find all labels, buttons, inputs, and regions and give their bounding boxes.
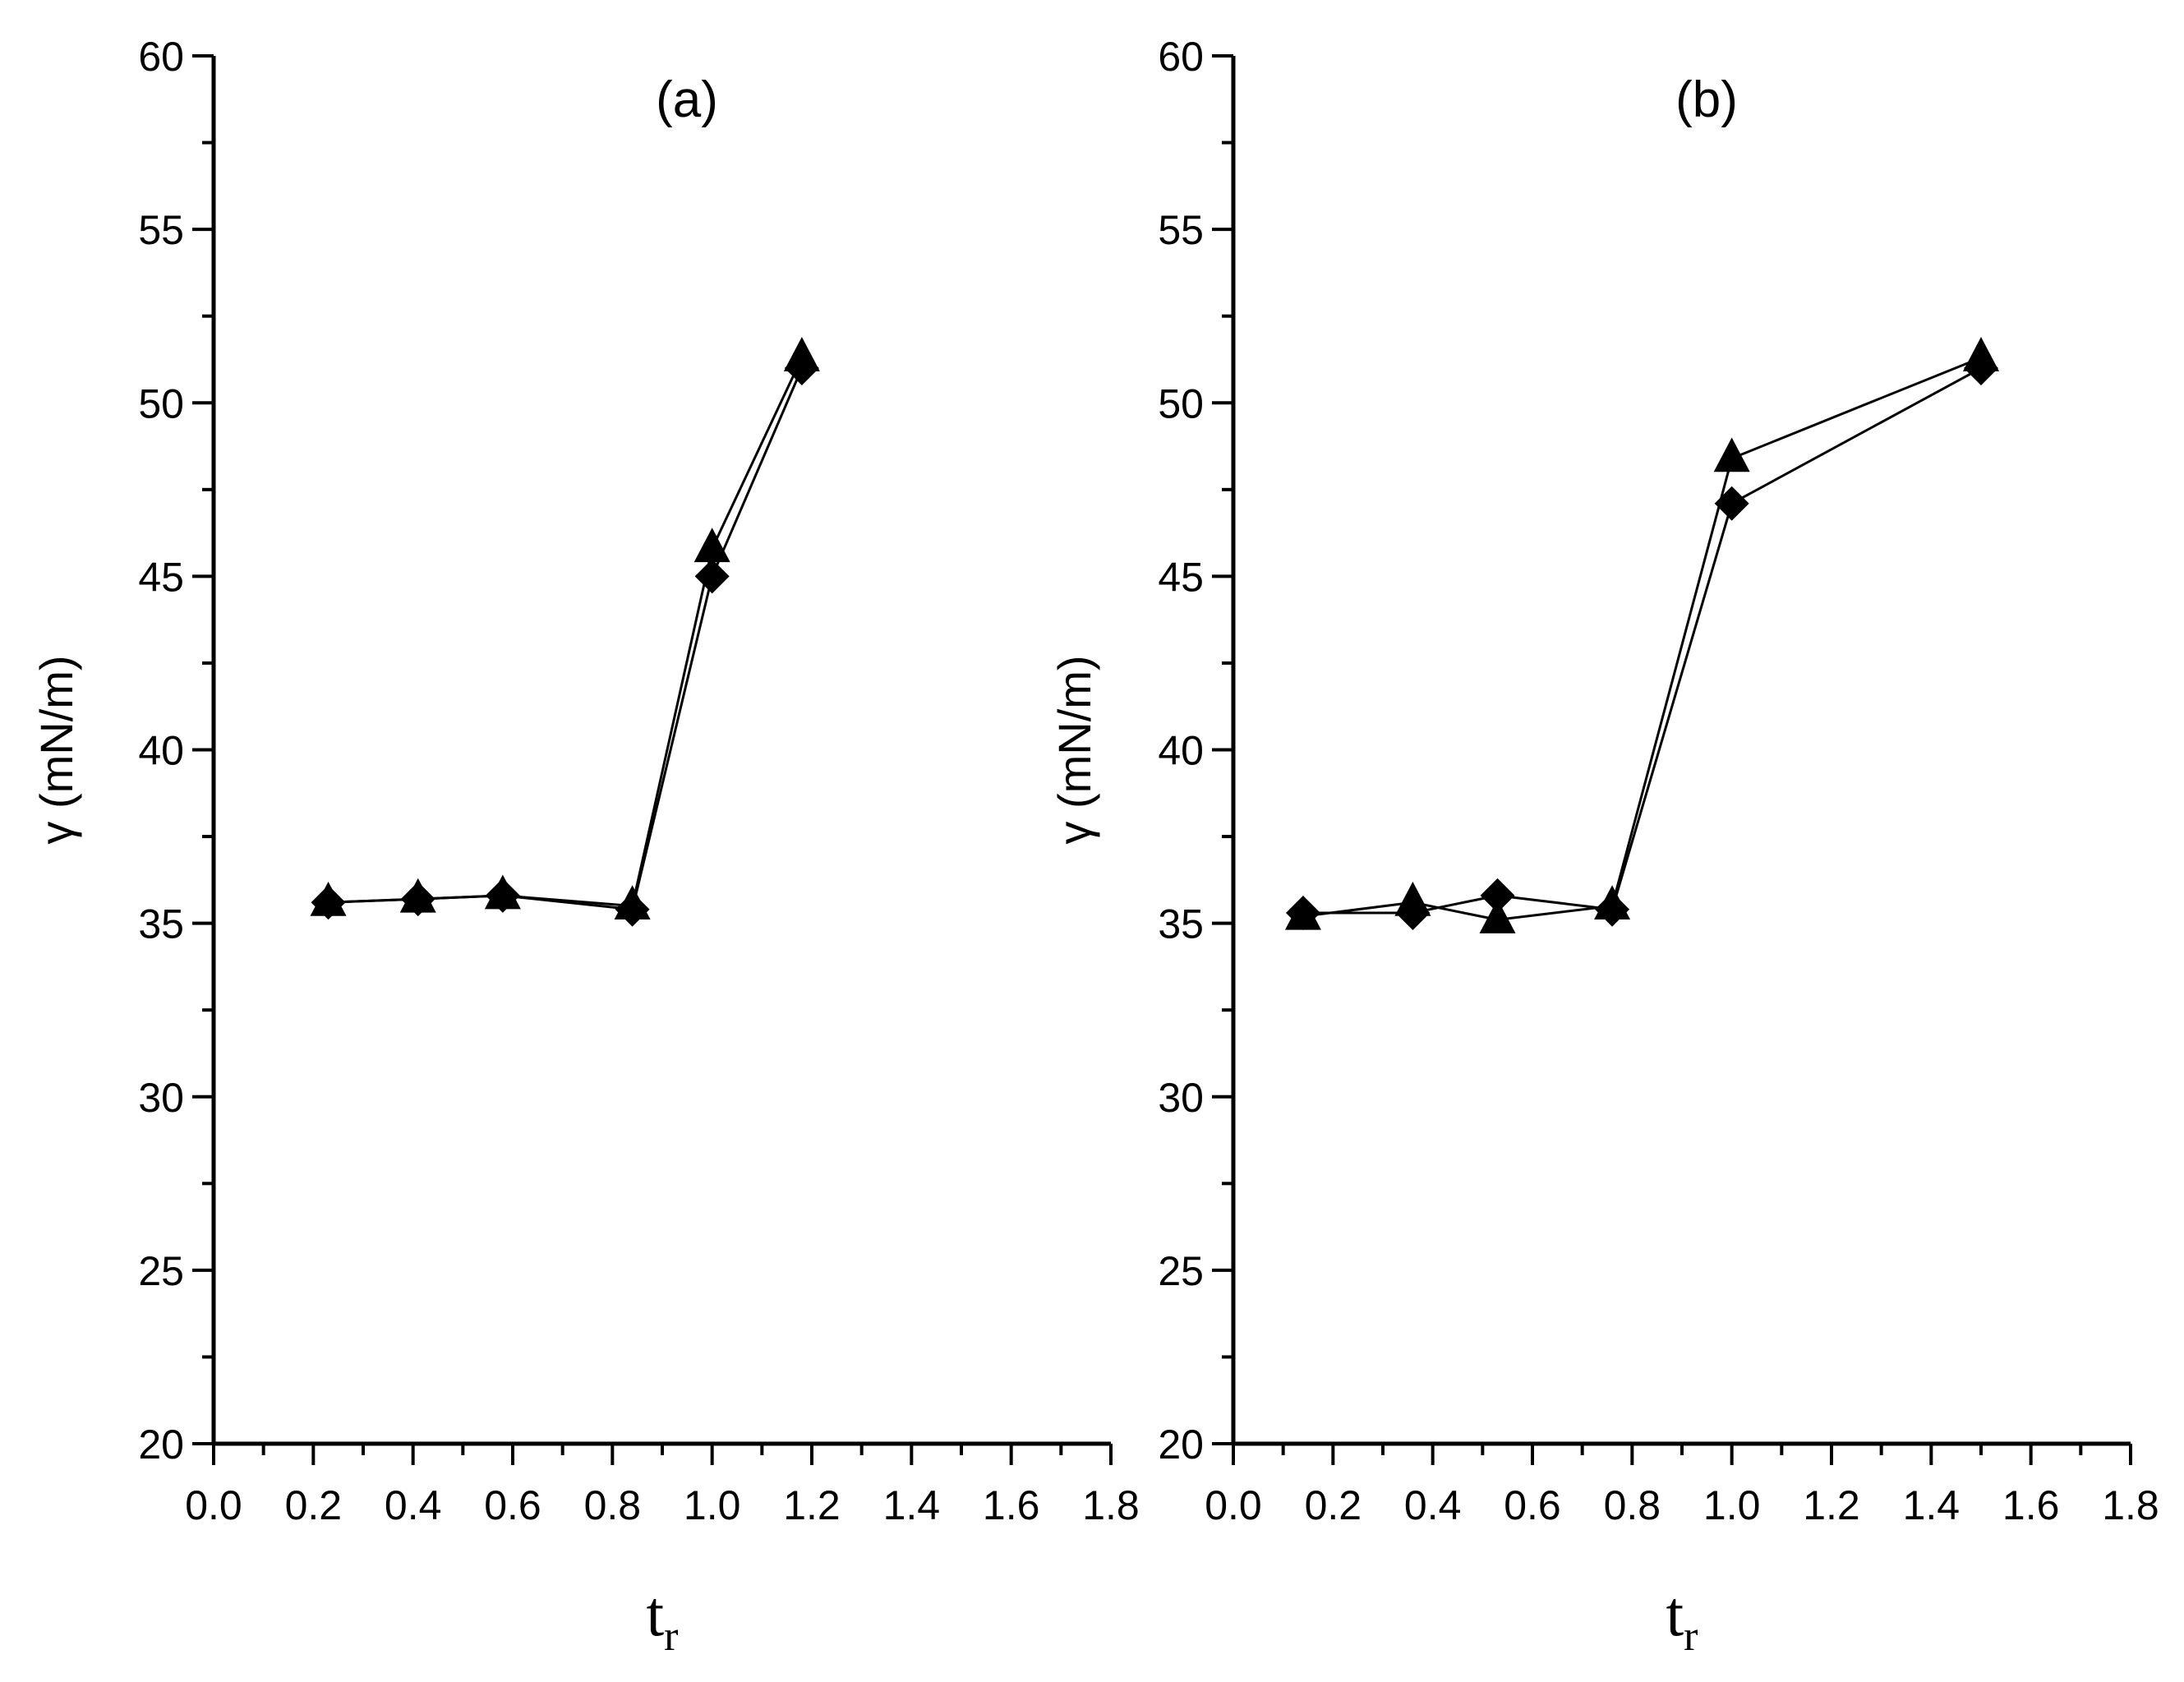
x-tick-label: 1.8 [2102,1482,2159,1528]
diamond-marker [1964,351,1998,386]
triangle-marker [693,528,730,563]
panel-a: 0.0 0.2 0.4 0.6 0.8 1.0 1.2 1.4 1.6 1.8 20 25 30 35 40… [30,34,1140,1660]
x-tick-label: 0.6 [484,1482,541,1528]
y-tick-label: 30 [138,1075,184,1121]
x-tick-label: 1.2 [1803,1482,1860,1528]
y-tick-label: 60 [138,34,184,80]
x-tick-label: 1.0 [684,1482,741,1528]
y-tick-label: 50 [138,380,184,426]
x-tick-label: 0.2 [285,1482,343,1528]
diamond-marker [784,351,819,386]
x-tick-label: 0.8 [584,1482,642,1528]
x-tick-label: 1.4 [883,1482,941,1528]
diamond-marker [1395,895,1431,930]
diamond-marker [1285,895,1320,930]
diamond-marker [615,892,650,927]
x-tick-label: 1.0 [1703,1482,1761,1528]
x-tick-label: 1.4 [1903,1482,1961,1528]
y-tick-label: 60 [1158,34,1204,80]
x-tick-label: 0.6 [1504,1482,1561,1528]
x-axis-title: tr [1666,1578,1698,1660]
x-tick-label: 0.0 [1205,1482,1262,1528]
x-tick-label: 1.6 [983,1482,1040,1528]
y-tick-label: 40 [1158,728,1204,774]
diamond-marker [485,878,520,913]
y-tick-label: 30 [1158,1075,1204,1121]
x-tick-label: 0.2 [1305,1482,1362,1528]
diamond-marker [694,559,730,594]
y-tick-label: 40 [138,728,184,774]
y-tick-label: 55 [138,207,184,253]
series-line-diamond [328,367,804,911]
diamond-marker [400,882,435,917]
y-tick-label: 45 [138,554,184,600]
series-line-diamond [1302,366,1982,915]
triangle-marker [1479,899,1516,933]
x-tick-label: 1.6 [2002,1482,2060,1528]
x-axis-title-main: t [1666,1578,1684,1649]
series-line-triangle [1302,356,1982,921]
panel-label: (b) [1675,71,1738,128]
diamond-marker [311,885,346,920]
x-tick-label: 0.4 [1404,1482,1462,1528]
x-axis-title: tr [647,1578,679,1660]
x-tick-label: 1.2 [783,1482,841,1528]
x-tick-label: 0.0 [185,1482,242,1528]
x-axis-title-main: t [647,1578,665,1649]
diamond-marker [1480,878,1515,913]
y-tick-label: 20 [1158,1422,1204,1468]
y-axis-title: γ (mN/m) [30,655,82,844]
y-tick-label: 50 [1158,380,1204,426]
x-tick-label: 0.4 [385,1482,442,1528]
x-tick-label: 1.8 [1082,1482,1140,1528]
panel-label: (a) [656,71,718,128]
y-tick-label: 25 [1158,1248,1204,1294]
y-tick-label: 25 [138,1248,184,1294]
y-axis-title: γ (mN/m) [1048,655,1100,844]
y-tick-label: 45 [1158,554,1204,600]
y-tick-label: 35 [1158,901,1204,947]
series-line-triangle [328,357,804,908]
y-tick-label: 35 [138,901,184,947]
diamond-marker [1714,486,1749,521]
x-tick-label: 0.8 [1604,1482,1661,1528]
x-axis-title-subscript: r [664,1613,678,1660]
y-tick-label: 55 [1158,207,1204,253]
diamond-marker [1595,892,1630,927]
x-axis-title-subscript: r [1684,1613,1698,1660]
y-tick-label: 20 [138,1422,184,1468]
panel-b: 0.0 0.2 0.4 0.6 0.8 1.0 1.2 1.4 1.6 1.8 20 25 30 35 40… [1048,34,2159,1660]
triangle-marker [1713,437,1750,472]
